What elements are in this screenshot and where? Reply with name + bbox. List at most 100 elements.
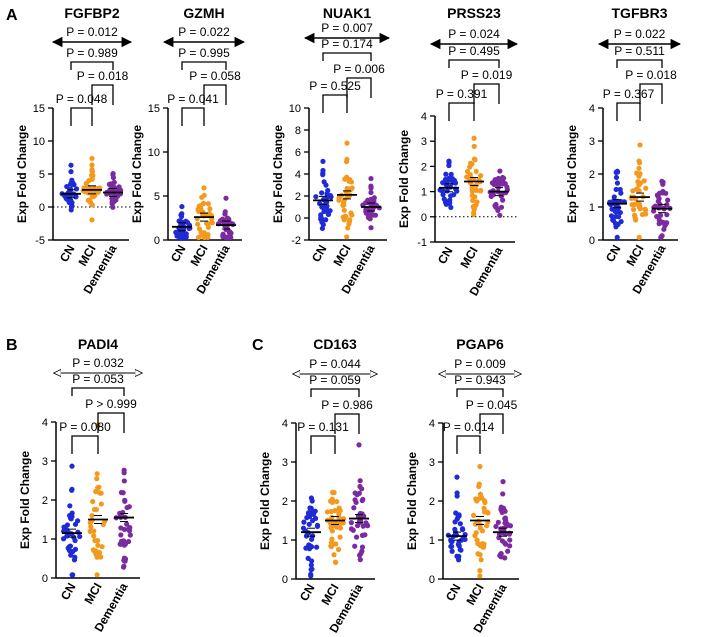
data-point: [334, 498, 340, 505]
data-point: [228, 234, 234, 240]
p-value-label: P = 0.045: [466, 398, 518, 412]
data-point: [352, 543, 358, 549]
data-point: [613, 174, 620, 181]
comparison-bracket: [448, 59, 500, 68]
data-point: [341, 215, 348, 221]
data-point: [303, 545, 309, 551]
data-point: [471, 135, 477, 141]
y-tick-label: 1: [429, 535, 435, 547]
data-point: [308, 562, 314, 568]
x-tick-label: MCI: [463, 582, 486, 608]
data-point: [446, 162, 452, 169]
data-point: [178, 213, 185, 220]
data-point: [201, 185, 207, 191]
chart-title: GZMH: [183, 5, 224, 21]
data-point: [353, 499, 359, 506]
data-point: [474, 199, 480, 205]
p-value-label: P = 0.059: [309, 373, 361, 387]
data-point: [94, 572, 100, 578]
y-tick-label: 0: [295, 213, 301, 225]
comparison-bracket: [70, 61, 114, 70]
data-point: [639, 211, 645, 218]
data-point: [305, 510, 312, 516]
comparison-bracket: [71, 387, 125, 396]
y-tick-label: 6: [295, 147, 301, 159]
y-tick-label: 3: [429, 457, 435, 469]
data-point: [69, 179, 75, 185]
y-tick-label: 0: [42, 573, 48, 585]
y-tick-label: 2: [589, 169, 595, 181]
comparison-bracket: [322, 94, 348, 113]
data-point: [448, 538, 454, 544]
data-point: [612, 208, 619, 215]
data-point: [321, 179, 327, 185]
data-point: [328, 509, 334, 515]
data-point: [504, 523, 510, 529]
data-point: [91, 528, 97, 534]
data-point: [485, 510, 491, 516]
data-point: [474, 498, 480, 504]
data-point: [360, 496, 366, 503]
x-tick-label: CN: [309, 243, 330, 265]
y-tick-label: 10: [289, 103, 301, 115]
data-point: [108, 181, 114, 187]
data-point: [472, 194, 478, 200]
p-value-label: P = 0.032: [72, 356, 124, 370]
data-point: [447, 197, 453, 203]
data-point: [442, 176, 449, 183]
data-point: [449, 548, 455, 554]
data-point: [362, 532, 368, 538]
data-point: [618, 218, 624, 225]
data-point: [207, 206, 213, 212]
data-point: [325, 187, 331, 194]
data-point: [347, 187, 354, 193]
data-point: [346, 218, 353, 224]
data-point: [73, 186, 80, 192]
data-point: [110, 175, 117, 181]
data-point: [352, 490, 358, 496]
y-tick-label: 4: [42, 417, 48, 429]
data-point: [344, 156, 350, 163]
data-point: [368, 175, 374, 182]
data-point: [66, 512, 73, 519]
x-tick-label: MCI: [330, 243, 353, 269]
y-axis-label: Exp Fold Change: [565, 125, 579, 223]
data-point: [313, 194, 319, 200]
data-point: [495, 175, 501, 182]
p-value-label: P = 0.511: [614, 44, 665, 58]
data-point: [477, 552, 483, 558]
p-value-label: P = 0.174: [321, 37, 373, 51]
y-tick-label: 15: [33, 103, 45, 115]
data-point: [109, 201, 115, 207]
data-point: [94, 476, 100, 482]
data-point: [206, 211, 212, 217]
data-point: [319, 204, 325, 210]
data-point: [308, 571, 314, 577]
data-point: [448, 171, 454, 177]
p-value-label: P = 0.009: [454, 357, 506, 371]
data-point: [473, 168, 479, 175]
data-point: [473, 530, 479, 536]
data-point: [71, 557, 78, 563]
data-point: [372, 212, 379, 218]
data-point: [492, 202, 498, 209]
chart-title: PGAP6: [456, 336, 504, 352]
y-tick-label: 2: [282, 496, 288, 508]
data-point: [350, 527, 356, 533]
data-point: [629, 201, 635, 208]
comparison-bracket: [448, 102, 475, 121]
comparison-bracket: [310, 435, 336, 454]
data-point: [209, 220, 215, 226]
data-point: [637, 206, 643, 212]
data-point: [125, 538, 132, 545]
p-value-label: P = 0.058: [189, 69, 241, 83]
data-point: [127, 532, 133, 538]
data-point: [327, 208, 333, 214]
data-point: [441, 196, 447, 202]
data-point: [336, 511, 342, 517]
data-point: [642, 206, 648, 212]
data-point: [348, 520, 354, 526]
